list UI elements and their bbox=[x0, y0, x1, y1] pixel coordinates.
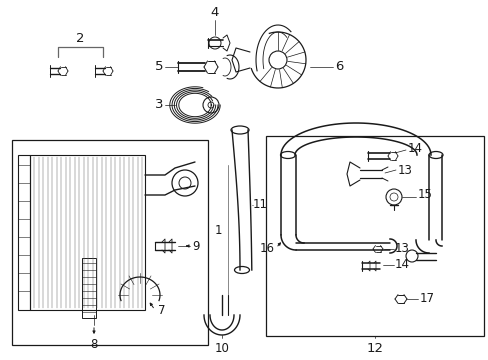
Text: 5: 5 bbox=[154, 60, 163, 73]
Text: 7: 7 bbox=[158, 303, 165, 316]
Text: 9: 9 bbox=[192, 239, 199, 252]
Text: 2: 2 bbox=[76, 31, 84, 45]
Text: 13: 13 bbox=[397, 163, 412, 176]
Bar bbox=[265, 136, 483, 336]
Text: 14: 14 bbox=[407, 141, 422, 154]
Bar bbox=[12, 140, 207, 345]
Text: 14: 14 bbox=[394, 257, 409, 270]
Text: 4: 4 bbox=[210, 6, 219, 19]
Text: 16: 16 bbox=[260, 242, 274, 255]
Bar bbox=[82, 258, 96, 318]
Text: 1: 1 bbox=[214, 224, 222, 237]
Text: 10: 10 bbox=[214, 342, 229, 355]
Bar bbox=[18, 155, 30, 310]
Text: 3: 3 bbox=[154, 99, 163, 112]
Text: 17: 17 bbox=[419, 292, 434, 305]
Text: 8: 8 bbox=[90, 338, 98, 351]
Text: 11: 11 bbox=[252, 198, 267, 211]
Bar bbox=[30, 155, 145, 310]
Text: 13: 13 bbox=[394, 242, 409, 255]
Text: 6: 6 bbox=[334, 60, 343, 73]
Text: 15: 15 bbox=[417, 189, 432, 202]
Text: 12: 12 bbox=[366, 342, 383, 355]
